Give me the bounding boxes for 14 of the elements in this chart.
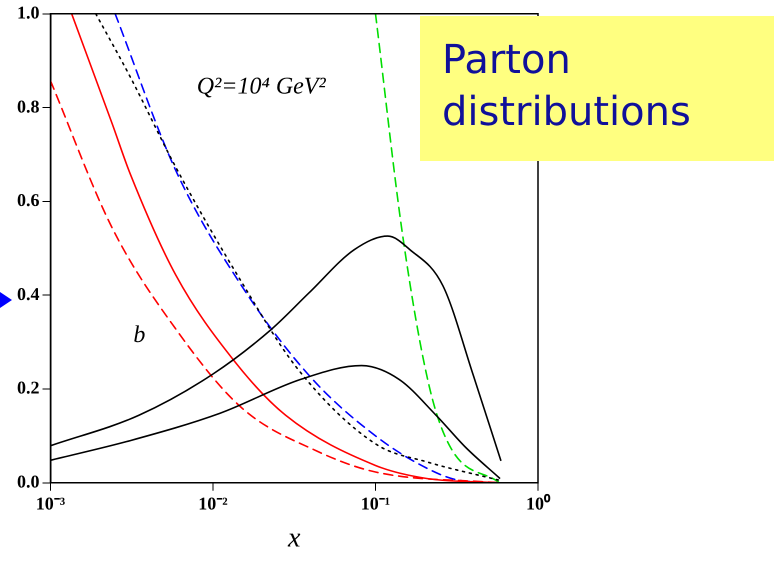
annotation: Q²=10⁴ GeV² <box>196 74 326 100</box>
x-axis-title: x <box>287 522 302 554</box>
y-tick-label: 0.4 <box>17 284 40 304</box>
x-tick-label: 10⁻² <box>198 493 228 514</box>
annotation: b <box>133 322 146 348</box>
y-tick-label: 1.0 <box>17 2 40 22</box>
text: Parton distributions <box>420 16 774 161</box>
y-tick-label: 0.8 <box>17 96 40 116</box>
x-tick-label: 10⁰ <box>526 493 551 514</box>
y-tick-label: 0.0 <box>17 471 40 492</box>
x-tick-label: 10⁻¹ <box>360 493 390 514</box>
y-tick-label: 0.6 <box>17 190 40 210</box>
y-tick-label: 0.2 <box>17 378 40 398</box>
x-tick-label: 10⁻³ <box>36 493 66 514</box>
